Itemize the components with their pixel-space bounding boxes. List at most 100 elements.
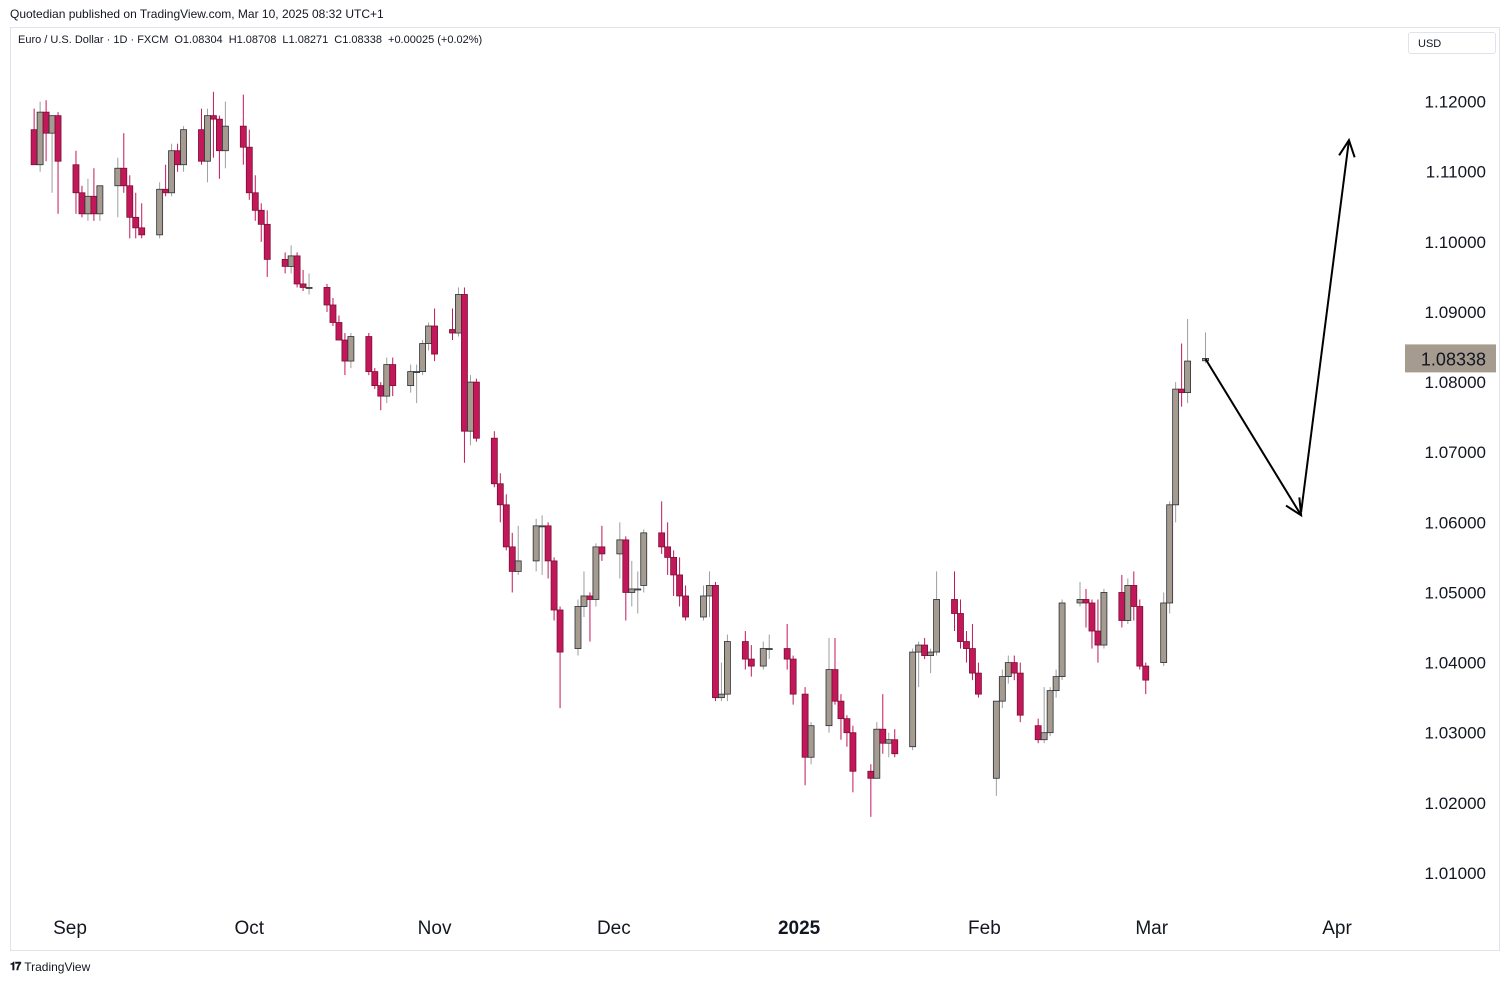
candle <box>1130 571 1138 621</box>
candle-body-down <box>1094 630 1102 646</box>
candle <box>664 522 672 575</box>
candle <box>1100 588 1108 649</box>
candle <box>1004 655 1012 684</box>
candle-body-up <box>467 381 474 432</box>
arrow-line <box>1204 358 1302 516</box>
candle-body-down <box>239 125 247 148</box>
candle <box>413 364 421 404</box>
arrow-head <box>1285 497 1303 518</box>
candle-body-up <box>1040 732 1048 741</box>
candle <box>580 571 588 618</box>
candle-body-up <box>1004 662 1012 678</box>
candle-body-down <box>389 364 397 387</box>
candle <box>245 129 253 200</box>
candle-body-up <box>933 599 940 653</box>
last-price-label: 1.08338 <box>1405 344 1496 373</box>
candle <box>490 431 498 488</box>
candle <box>1058 599 1066 681</box>
tradingview-brand[interactable]: 𝟏𝟕 TradingView <box>10 960 90 974</box>
candle <box>419 340 427 376</box>
candle-body-down <box>90 195 98 215</box>
candle-body-down <box>682 595 689 618</box>
candle-body-down <box>377 385 385 397</box>
candle <box>389 357 397 397</box>
candle-body-down <box>1136 606 1144 667</box>
candle <box>538 515 546 575</box>
candle-body-down <box>508 546 516 572</box>
candle <box>909 648 917 751</box>
candle-body-up <box>724 641 731 695</box>
candle-body-down <box>472 381 480 439</box>
candle <box>849 725 857 793</box>
y-tick-label: 1.06000 <box>1425 513 1486 532</box>
candle <box>556 606 564 709</box>
candle-body-down <box>496 483 504 506</box>
candle <box>305 273 313 295</box>
candle <box>341 333 349 376</box>
candle-body-down <box>1130 585 1138 607</box>
candle <box>682 585 689 621</box>
candle <box>634 571 642 614</box>
candle-body-down <box>951 599 958 614</box>
candle-body-down <box>323 287 331 306</box>
candle <box>712 581 719 702</box>
candle <box>1040 687 1048 744</box>
arrow-annotation <box>1204 358 1303 518</box>
candle <box>747 645 755 677</box>
candle-body-up <box>909 651 917 748</box>
candle <box>933 571 940 656</box>
candle-body-down <box>891 739 899 755</box>
candle-body-down <box>622 539 630 593</box>
candle-body-up <box>48 115 56 134</box>
candle <box>825 638 833 733</box>
candle <box>921 638 929 660</box>
candle-body-up <box>927 651 935 656</box>
candle-body-down <box>461 294 468 432</box>
candle-body-down <box>783 648 791 660</box>
candle <box>963 631 970 663</box>
arrow-annotation <box>1300 137 1356 512</box>
candle <box>180 126 187 172</box>
candle-body-down <box>431 325 438 355</box>
y-tick-label: 1.12000 <box>1425 93 1486 112</box>
candle <box>156 182 164 239</box>
candle-body-down <box>293 255 301 285</box>
last-price-text: 1.08338 <box>1421 349 1486 369</box>
candle-body-down <box>42 111 50 134</box>
candle <box>975 662 982 698</box>
x-tick-label: Oct <box>235 918 265 939</box>
chart-frame <box>10 27 1500 951</box>
candle-body-down <box>831 669 839 702</box>
candle-body-down <box>921 644 929 656</box>
candle <box>472 378 480 442</box>
candle <box>508 532 516 593</box>
candle <box>765 634 773 660</box>
candle <box>162 164 170 197</box>
candle-body-down <box>281 258 289 267</box>
legend-low: L1.08271 <box>282 34 329 46</box>
candle <box>425 322 432 351</box>
candle <box>239 94 247 165</box>
candle-body-up <box>718 693 725 699</box>
candle <box>927 648 935 674</box>
x-tick-label: Sep <box>53 918 87 939</box>
legend-open: O1.08304 <box>174 34 223 46</box>
y-tick-label: 1.11000 <box>1426 163 1486 182</box>
candle-body-down <box>490 437 498 485</box>
candle-body-up <box>992 700 1000 779</box>
candle-body-up <box>1076 599 1084 604</box>
x-tick-label: Feb <box>968 918 1001 939</box>
currency-selector[interactable]: USD <box>1408 32 1496 54</box>
candle <box>48 115 56 193</box>
candle <box>90 168 98 221</box>
candle-body-up <box>706 585 713 597</box>
candle-body-down <box>1034 725 1042 741</box>
candle-body-down <box>174 150 181 166</box>
x-tick-label: Apr <box>1322 918 1352 939</box>
candle-body-up <box>1124 585 1132 621</box>
candle <box>741 631 749 670</box>
candle <box>1010 655 1018 681</box>
candle <box>1082 588 1090 628</box>
candle-body-down <box>544 525 552 562</box>
